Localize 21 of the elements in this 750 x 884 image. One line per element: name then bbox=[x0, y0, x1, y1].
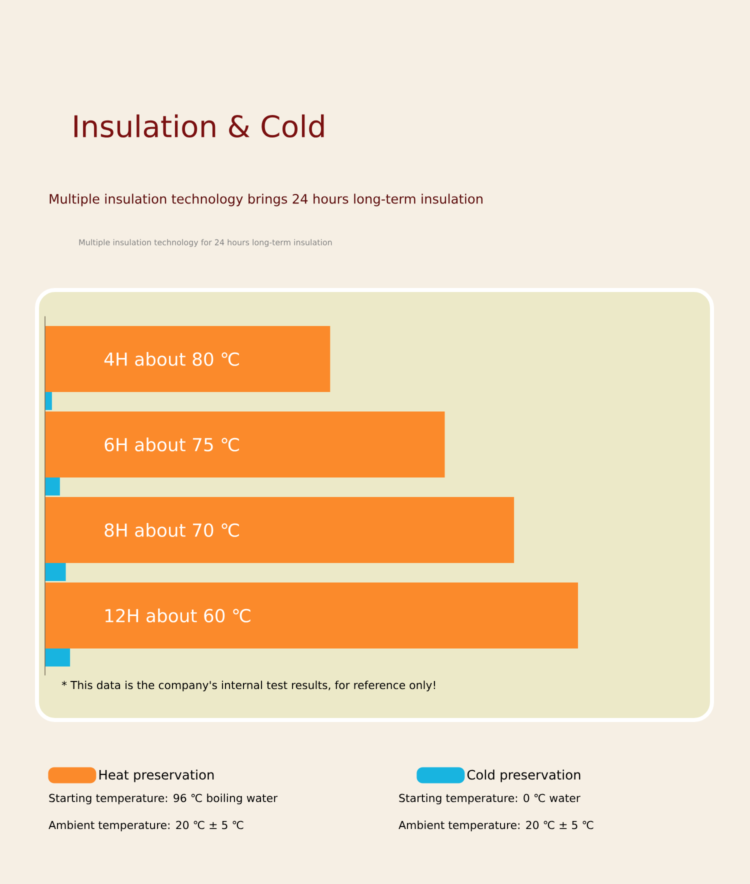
bar bbox=[45, 582, 578, 648]
text: Starting temperature: 0 ℃ water bbox=[399, 794, 580, 804]
chart-subtitle: Multiple insulation technology brings 24 hours long-term insulation bbox=[50, 194, 482, 206]
bar bbox=[45, 411, 445, 478]
text: Ambient temperature: 20 ℃ ± 5 ℃ bbox=[398, 820, 594, 832]
bar bbox=[45, 648, 70, 666]
text: * This data is the company's internal test results, for reference only! bbox=[62, 680, 435, 692]
bar bbox=[45, 392, 52, 410]
y-tick-label: 8H about 70 ℃ bbox=[104, 523, 239, 537]
y-tick-label: 4H about 80 ℃ bbox=[104, 352, 239, 366]
bar bbox=[45, 496, 514, 563]
text: Ambient temperature: 20 ℃ ± 5 ℃ bbox=[48, 820, 244, 832]
legend-label: Heat preservation bbox=[99, 770, 214, 782]
y-tick-label: 12H about 60 ℃ bbox=[105, 608, 250, 622]
chart-title: Insulation & Cold bbox=[74, 114, 324, 138]
legend-label: Cold preservation bbox=[467, 770, 580, 782]
bar bbox=[45, 477, 60, 496]
text: Starting temperature: 96 ℃ boiling water bbox=[49, 794, 278, 804]
bar bbox=[45, 562, 66, 581]
y-tick-label: 6H about 75 ℃ bbox=[104, 438, 239, 452]
bar bbox=[45, 326, 330, 392]
